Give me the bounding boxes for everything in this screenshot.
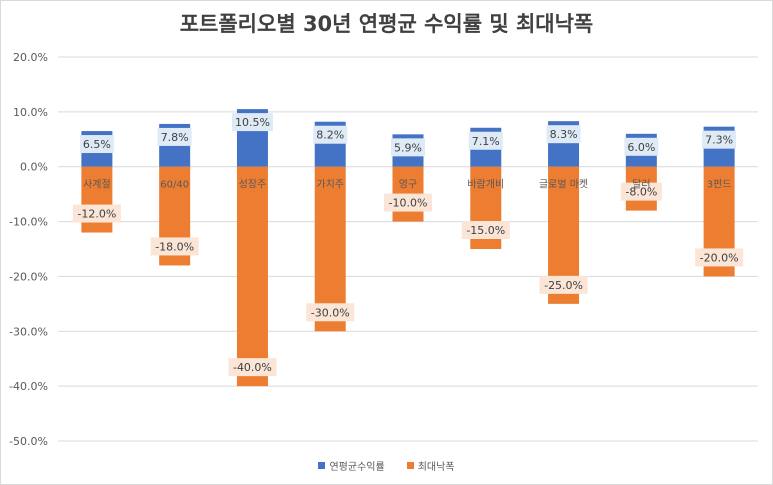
category-label: 3펀드 [707,179,732,191]
data-label-bg-drawdown [306,303,355,322]
y-tick-label: -20.0% [9,270,48,283]
category-label: 사계절 [83,178,111,191]
y-tick-label: -10.0% [9,216,48,229]
data-label-returns: 10.5% [235,116,270,129]
data-label-returns: 7.8% [161,131,189,144]
y-tick-label: -40.0% [9,380,48,393]
data-label-returns: 6.0% [627,141,655,154]
legend-label-returns: 연평균수익률 [329,462,385,473]
data-label-drawdown: -18.0% [155,240,194,253]
data-label-bg-drawdown [539,275,588,294]
bar-drawdown [81,166,113,233]
data-label-drawdown: -25.0% [544,279,583,292]
data-label-bg-drawdown [461,221,510,239]
data-label-drawdown: -20.0% [700,251,739,264]
data-label-returns: 7.3% [705,134,733,147]
data-label-bg-returns [79,135,114,154]
legend-item-returns: 연평균수익률 [318,458,385,473]
data-label-bg-returns [313,125,348,144]
data-label-returns: 8.3% [550,128,578,141]
data-label-bg-returns [546,125,581,144]
legend-swatch-returns [318,462,326,469]
data-label-bg-drawdown [228,358,277,377]
y-tick-label: -50.0% [9,435,48,448]
data-label-bg-returns [391,138,425,157]
category-label: 글로벌 마켓 [539,179,588,191]
data-label-bg-returns [231,113,273,132]
data-label-returns: 8.2% [316,129,344,142]
data-label-bg-drawdown [72,204,121,223]
legend-swatch-drawdown [406,462,414,469]
data-label-drawdown: -12.0% [77,208,116,221]
data-label-returns: 6.5% [83,138,111,151]
bar-drawdown [236,166,268,387]
y-tick-label: -30.0% [9,325,48,338]
category-label: 바람개비 [467,178,504,191]
data-label-bg-returns [624,137,659,156]
data-label-bg-returns [468,131,503,150]
category-label: 달러 [632,179,650,191]
data-label-drawdown: -15.0% [466,224,505,237]
y-tick-label: 20.0% [13,51,48,64]
data-label-returns: 7.1% [472,135,500,148]
data-label-drawdown: -8.0% [625,186,657,199]
chart-title: 포트폴리오별 30년 연평균 수익률 및 최대낙폭 [179,12,594,36]
legend: 연평균수익률 최대낙폭 [0,458,773,473]
legend-item-drawdown: 최대낙폭 [406,458,455,473]
y-tick-label: 0.0% [20,161,48,174]
data-label-drawdown: -30.0% [311,306,350,319]
category-label: 가치주 [316,179,344,191]
data-label-bg-drawdown [695,248,744,267]
data-label-bg-returns [157,127,192,146]
y-tick-label: 10.0% [13,106,48,119]
category-label: 영구 [399,179,417,191]
data-label-bg-returns [702,130,737,149]
data-label-drawdown: -10.0% [389,197,428,210]
data-label-returns: 5.9% [394,141,422,154]
data-label-drawdown: -40.0% [233,361,272,374]
category-label: 60/40 [160,180,189,191]
data-label-bg-drawdown [384,193,432,212]
legend-label-drawdown: 최대낙폭 [417,462,455,473]
data-label-bg-drawdown [620,182,662,201]
category-label: 성장주 [239,179,267,191]
data-label-bg-drawdown [150,237,199,256]
